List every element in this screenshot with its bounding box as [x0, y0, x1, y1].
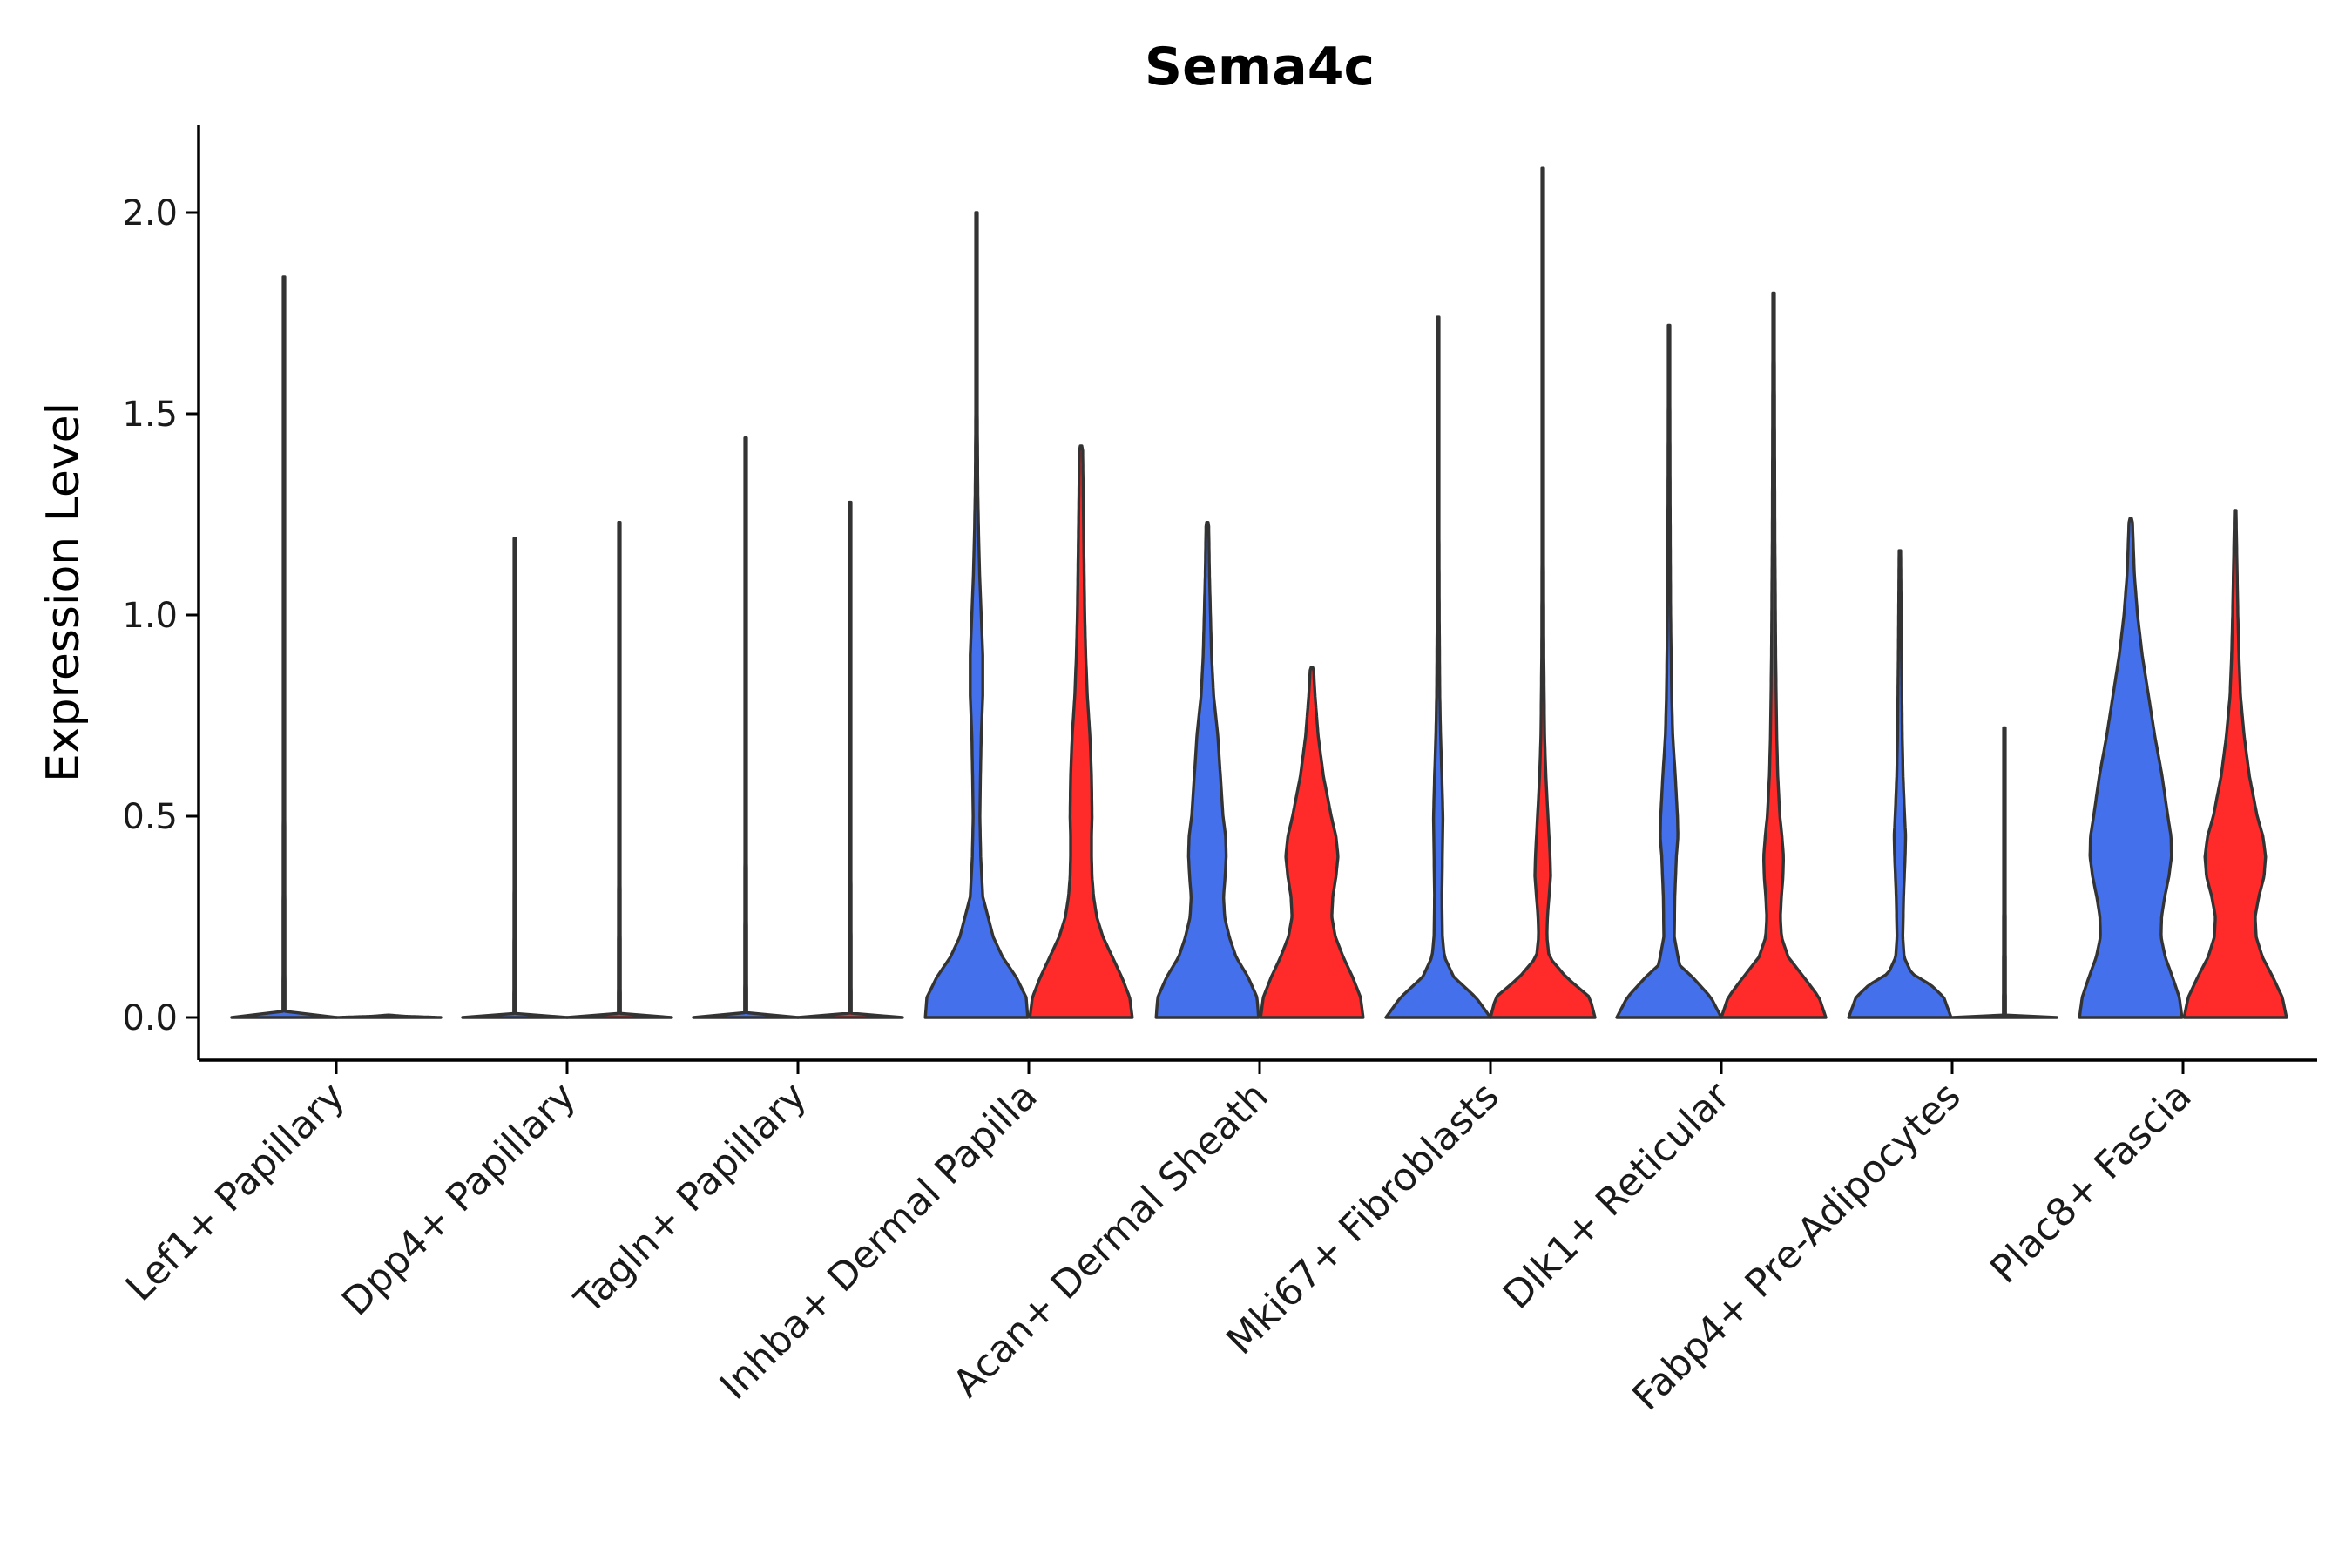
violin-group1-5: [1154, 521, 1260, 1019]
x-tick-label: Plac8+ Fascia: [1982, 1074, 2200, 1293]
y-tick-label: 0.5: [122, 797, 178, 837]
violin-group1-8: [1847, 549, 1953, 1019]
violin-group1-6: [1384, 315, 1492, 1019]
violin-group2-8: [1950, 726, 2058, 1019]
violin-group1-1: [230, 275, 338, 1019]
violin-group2-1: [335, 1013, 443, 1019]
x-tick-label: Dlk1+ Reticular: [1495, 1073, 1740, 1318]
violin-layer: [230, 166, 2288, 1019]
y-tick-label: 2.0: [122, 193, 178, 233]
violin-group2-5: [1259, 666, 1365, 1019]
x-tick-label: Tagln+ Papillary: [566, 1074, 815, 1323]
violin-group1-7: [1615, 323, 1723, 1019]
y-tick-label: 0.0: [122, 998, 178, 1038]
violin-group2-2: [565, 521, 673, 1019]
violin-group1-4: [923, 211, 1030, 1019]
y-tick-label: 1.5: [122, 395, 178, 435]
violin-group2-3: [796, 500, 904, 1019]
violin-group2-9: [2182, 509, 2288, 1019]
chart-title: Sema4c: [1145, 37, 1375, 98]
x-tick-label: Lef1+ Papillary: [118, 1074, 354, 1310]
y-tick-label: 1.0: [122, 596, 178, 636]
violin-group2-4: [1028, 444, 1134, 1019]
x-tick-label: Dpp4+ Papillary: [334, 1074, 585, 1325]
violin-group1-2: [461, 537, 569, 1019]
violin-group2-6: [1489, 166, 1597, 1019]
violin-group2-7: [1720, 291, 1828, 1019]
axes: [197, 125, 2317, 1062]
y-axis-label: Expression Level: [37, 402, 90, 782]
violin-group1-3: [692, 436, 800, 1019]
violin-group1-9: [2078, 517, 2184, 1019]
